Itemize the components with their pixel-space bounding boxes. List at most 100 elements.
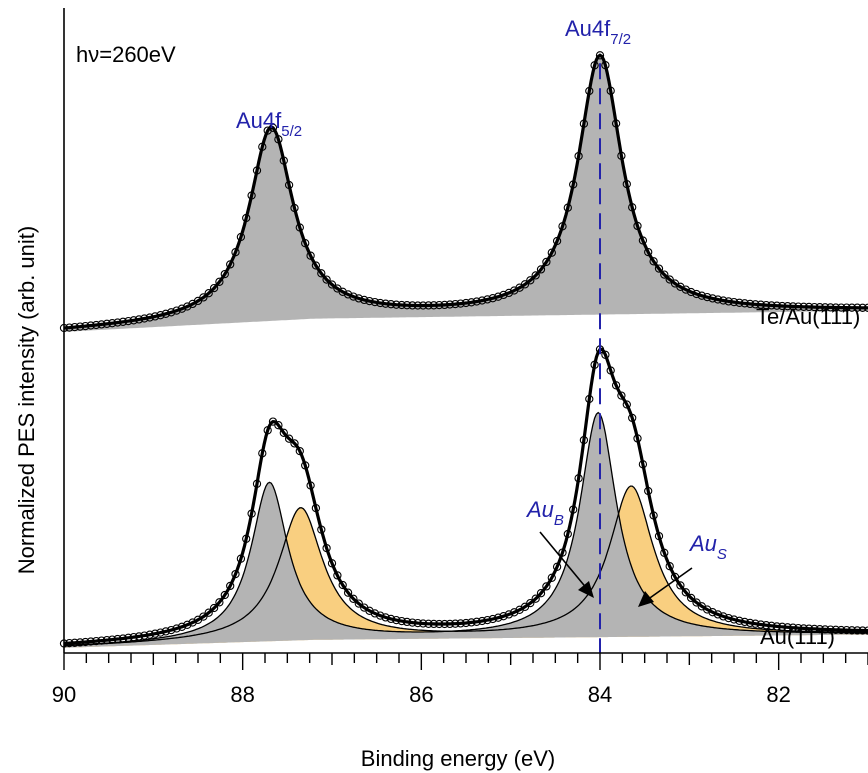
- te-au-data-point: [644, 247, 653, 257]
- peak-label-au4f52: Au4f5/2: [236, 108, 302, 140]
- te-au-data-point: [231, 248, 240, 257]
- au-data-point: [751, 619, 760, 628]
- series-label-te-au: Te/Au(111): [756, 304, 860, 329]
- au-data-point: [783, 623, 792, 632]
- te-au-data-point: [494, 292, 503, 301]
- au-data-point: [831, 625, 840, 634]
- te-au-data-point: [451, 299, 460, 309]
- te-au-data-point: [853, 303, 862, 312]
- au-data-point: [745, 618, 755, 628]
- te-au-data-point: [606, 86, 615, 95]
- te-au-data-point: [837, 303, 846, 312]
- au-data-point: [226, 581, 235, 591]
- component-label-aub: AuB: [525, 497, 564, 529]
- te-au-data-point: [322, 275, 331, 284]
- au-data-point: [177, 622, 187, 631]
- te-au-spectrum: [59, 51, 868, 333]
- te-au-data-point: [477, 296, 487, 305]
- te-au-data-point: [708, 294, 717, 303]
- te-au-data-point: [569, 180, 578, 189]
- au-data-point: [633, 434, 642, 443]
- te-au-component-fill: [64, 55, 868, 332]
- au-data-point: [242, 534, 251, 543]
- au-data-point: [788, 623, 798, 632]
- te-au-data-point: [558, 222, 567, 231]
- au-data-point: [343, 588, 353, 597]
- au-data-point: [279, 428, 288, 437]
- au-data-point: [124, 633, 133, 642]
- au-data-point: [402, 617, 412, 627]
- te-au-data-point: [842, 303, 851, 312]
- au-data-point: [601, 350, 610, 359]
- au-data-point: [606, 366, 615, 375]
- te-au-data-point: [274, 135, 283, 144]
- te-au-data-point: [343, 290, 353, 299]
- te-au-data-point: [92, 320, 101, 330]
- te-au-data-point: [617, 151, 626, 160]
- te-au-data-point: [413, 301, 422, 310]
- te-au-data-point: [102, 319, 112, 328]
- te-au-data-point: [552, 236, 562, 246]
- photon-energy-label: hν=260eV: [76, 42, 176, 67]
- te-au-data-point: [504, 288, 514, 298]
- au-data-point: [531, 594, 540, 603]
- au-data-point: [820, 625, 830, 634]
- te-au-data-point: [129, 316, 138, 325]
- te-au-data-point: [735, 298, 744, 307]
- te-au-data-point: [204, 289, 213, 298]
- te-au-data-point: [397, 300, 406, 310]
- au-data-point: [585, 394, 594, 404]
- au-data-point: [628, 413, 637, 423]
- au-data-point: [370, 609, 380, 618]
- te-au-data-point: [461, 298, 471, 308]
- au-data-point: [397, 616, 406, 626]
- te-au-data-point: [172, 306, 181, 315]
- au-data-point: [349, 594, 358, 603]
- au-data-point: [708, 608, 717, 617]
- te-au-data-points: [59, 51, 868, 333]
- te-au-data-point: [140, 314, 149, 323]
- au-data-point: [692, 598, 701, 607]
- au-data-point: [569, 505, 578, 514]
- te-au-data-point: [719, 296, 728, 305]
- au-data-point: [70, 638, 79, 647]
- au-data-point: [815, 625, 824, 634]
- series-label-au: Au(111): [760, 624, 835, 649]
- au-data-point: [719, 612, 728, 621]
- te-au-data-point: [585, 86, 594, 96]
- te-au-data-point: [772, 301, 782, 310]
- au-data-point: [290, 439, 299, 448]
- au-data-point: [204, 608, 213, 617]
- au-data-point: [65, 638, 74, 648]
- au-data-point: [424, 619, 433, 628]
- te-au-data-point: [611, 119, 621, 128]
- au-data-point: [622, 400, 631, 409]
- au-data-point: [756, 620, 765, 629]
- te-au-data-point: [681, 285, 690, 294]
- au-data-point: [102, 635, 112, 645]
- te-au-data-point: [794, 302, 803, 311]
- au-data-point: [461, 618, 471, 628]
- au-data-point: [660, 548, 669, 557]
- te-au-data-point: [252, 166, 262, 175]
- au-data-point: [504, 610, 514, 619]
- au-data-point: [150, 629, 160, 638]
- te-au-data-point: [815, 303, 824, 312]
- au-data-point: [113, 634, 122, 644]
- te-au-data-point: [402, 301, 412, 310]
- au-data-point: [542, 582, 551, 591]
- au-data-point: [258, 449, 267, 458]
- au-data-point: [778, 622, 787, 631]
- te-au-data-point: [756, 300, 765, 309]
- te-au-data-point: [804, 302, 814, 312]
- te-au-data-point: [209, 283, 219, 293]
- te-au-data-point: [729, 297, 739, 307]
- annotation-arrow-aub: [539, 531, 594, 598]
- au-data-point: [408, 618, 417, 627]
- au-data-point: [804, 624, 814, 633]
- au-data-point: [842, 625, 851, 635]
- au-data-point: [129, 632, 138, 642]
- te-au-data-point: [499, 290, 508, 300]
- au-data-point: [563, 529, 572, 539]
- te-au-data-point: [660, 270, 669, 279]
